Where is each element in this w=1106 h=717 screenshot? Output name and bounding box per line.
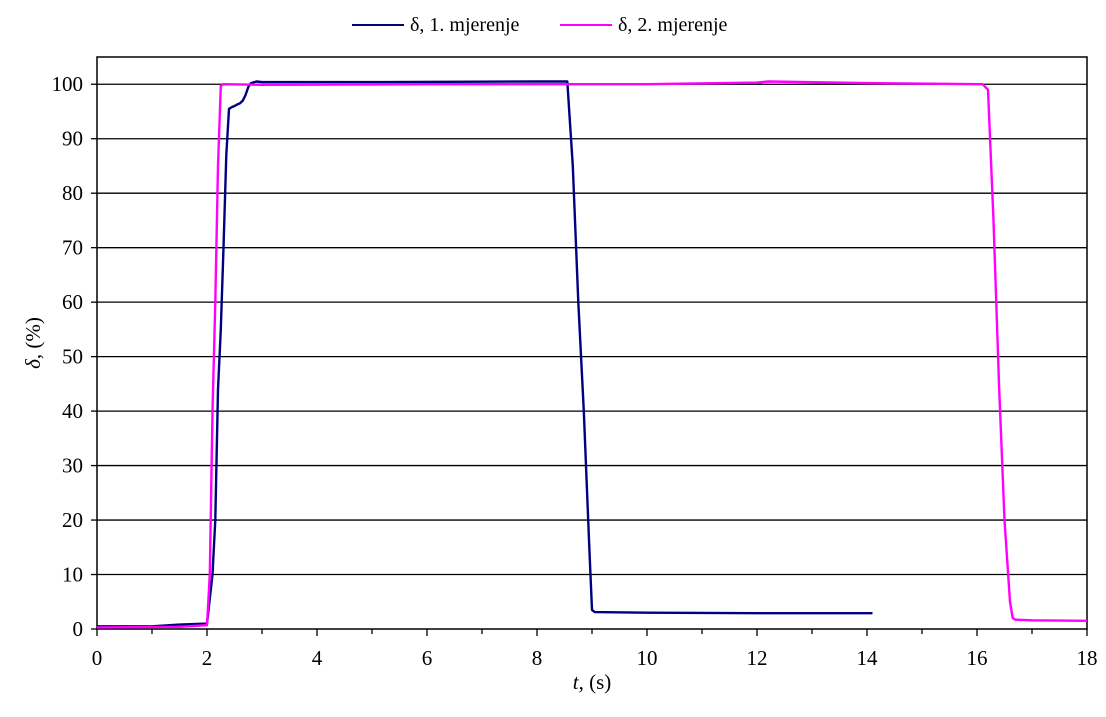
x-tick-label: 16	[967, 646, 988, 670]
y-tick-label: 50	[62, 345, 83, 369]
x-axis-label-unit: , (s)	[579, 670, 612, 694]
x-tick-label: 14	[857, 646, 879, 670]
y-tick-label: 0	[73, 617, 84, 641]
x-tick-label: 10	[637, 646, 658, 670]
y-tick-label: 20	[62, 508, 83, 532]
y-tick-label: 30	[62, 454, 83, 478]
x-tick-label: 8	[532, 646, 543, 670]
x-tick-label: 12	[747, 646, 768, 670]
x-tick-label: 6	[422, 646, 433, 670]
x-tick-label: 0	[92, 646, 103, 670]
y-tick-label: 40	[62, 399, 83, 423]
x-axis-label: t, (s)	[573, 670, 612, 694]
y-tick-label: 60	[62, 290, 83, 314]
y-axis-label: δ, (%)	[21, 317, 45, 369]
y-tick-label: 90	[62, 127, 83, 151]
y-tick-label: 10	[62, 563, 83, 587]
y-tick-label: 80	[62, 181, 83, 205]
y-axis-label-unit: , (%)	[21, 317, 45, 359]
plot-area-frame	[97, 57, 1087, 629]
y-tick-label: 70	[62, 236, 83, 260]
x-tick-label: 18	[1077, 646, 1098, 670]
series-line-2	[97, 82, 1087, 628]
x-tick-label: 4	[312, 646, 323, 670]
y-tick-label: 100	[52, 72, 84, 96]
series-lines	[97, 82, 1087, 628]
gridlines	[97, 84, 1087, 574]
x-tick-label: 2	[202, 646, 213, 670]
